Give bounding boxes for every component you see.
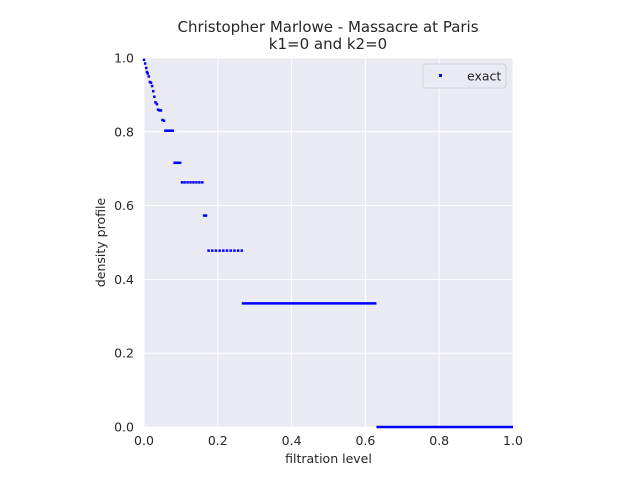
data-point [186, 181, 189, 184]
y-tick-label: 0.6 [114, 198, 134, 213]
data-point [177, 161, 180, 165]
x-tick-label: 0.6 [355, 433, 375, 448]
data-point [173, 161, 176, 165]
data-point [233, 249, 236, 252]
data-point [202, 214, 206, 217]
x-tick-label: 0.0 [134, 433, 154, 448]
data-point [158, 109, 161, 112]
data-point [189, 181, 192, 184]
data-point [159, 109, 163, 112]
legend: exact [422, 63, 507, 89]
data-point [240, 249, 244, 252]
data-point [147, 75, 151, 78]
data-point [142, 58, 146, 62]
grid-lines [143, 57, 514, 428]
data-point [192, 181, 195, 184]
data-point [222, 249, 225, 252]
y-tick-label: 1.0 [114, 51, 134, 66]
legend-box [422, 63, 507, 89]
data-point [171, 129, 175, 132]
data-point [207, 249, 210, 252]
y-tick-label: 0.0 [114, 420, 134, 435]
data-point [236, 249, 240, 252]
data-point [153, 95, 156, 98]
data-point [149, 81, 153, 84]
data-point [180, 181, 184, 184]
x-tick-label: 0.2 [208, 433, 228, 448]
data-point [165, 129, 169, 132]
y-axis-ticks: 0.0 0.2 0.4 0.6 0.8 1.0 [114, 51, 134, 435]
plot-area [144, 58, 513, 427]
data-point [183, 181, 186, 184]
data-point [143, 62, 147, 65]
x-tick-label: 1.0 [503, 433, 523, 448]
legend-label-exact: exact [467, 69, 501, 84]
data-point [201, 181, 204, 184]
data-point [161, 118, 164, 122]
legend-marker [439, 74, 442, 77]
data-point [225, 249, 229, 252]
data-point [162, 119, 166, 122]
data-point [195, 181, 198, 184]
data-point [178, 161, 182, 165]
data-point [204, 214, 208, 217]
data-point [155, 102, 159, 106]
data-point [218, 249, 221, 252]
data-point [164, 129, 167, 132]
data-point [150, 84, 154, 88]
x-tick-label: 0.4 [282, 433, 302, 448]
data-point [167, 129, 171, 132]
x-axis-ticks: 0.0 0.2 0.4 0.6 0.8 1.0 [134, 433, 523, 448]
chart-title-line-2: k1=0 and k2=0 [269, 35, 387, 53]
data-point [146, 72, 149, 75]
data-points [142, 58, 513, 429]
y-tick-label: 0.8 [114, 124, 134, 139]
data-point [145, 70, 149, 74]
y-axis-label: density profile [93, 198, 108, 288]
x-axis-label: filtration level [285, 451, 372, 466]
x-tick-label: 0.8 [429, 433, 449, 448]
data-point [175, 161, 178, 165]
data-point [229, 249, 232, 252]
data-point [214, 249, 218, 252]
y-tick-label: 0.4 [114, 272, 134, 287]
y-tick-label: 0.2 [114, 346, 134, 361]
data-point-run [376, 425, 513, 429]
data-point-run [241, 302, 377, 305]
data-point [154, 101, 157, 104]
data-point [211, 249, 214, 252]
data-point [156, 108, 160, 111]
data-point [144, 66, 148, 70]
data-point [151, 89, 155, 93]
chart-title-line-1: Christopher Marlowe - Massacre at Paris [177, 18, 478, 36]
data-point [169, 129, 173, 132]
data-point [198, 181, 201, 184]
